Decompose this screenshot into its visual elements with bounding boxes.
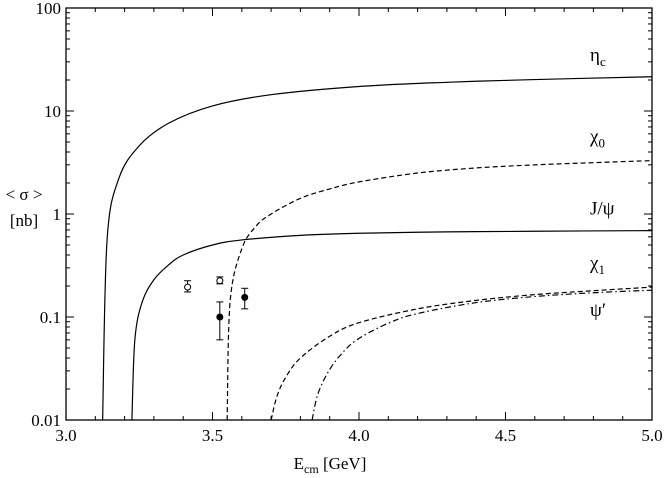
series-line-2	[131, 230, 653, 421]
x-tick-label: 3.0	[55, 426, 76, 445]
series-labels: ηc χ0 J/ψ χ1 ψ′	[589, 45, 615, 321]
y-tick-label: 10	[44, 102, 61, 121]
y-tick-label: 0.1	[40, 308, 61, 327]
series-line-0	[102, 76, 653, 421]
x-tick-label: 4.5	[495, 426, 516, 445]
series-label-3: χ1	[589, 253, 605, 277]
series-label-2: J/ψ	[590, 199, 615, 220]
y-axis-unit: [nb]	[10, 211, 38, 230]
x-tick-label: 5.0	[641, 426, 662, 445]
x-tick-label: 4.0	[348, 426, 369, 445]
data-points-layer	[184, 276, 249, 341]
curves-layer	[102, 76, 653, 421]
open-data-point	[216, 277, 224, 285]
open-data-point	[184, 283, 192, 291]
plot-frame	[65, 7, 653, 421]
y-axis: 0.01 0.1 1 10 100	[31, 0, 652, 430]
y-tick-label: 1	[53, 205, 62, 224]
filled-data-point	[216, 313, 224, 321]
filled-data-point	[241, 293, 249, 301]
x-axis: 3.0 3.5 4.0 4.5 5.0	[55, 8, 663, 445]
series-line-1	[226, 159, 653, 421]
series-label-0: ηc	[590, 45, 606, 69]
y-tick-label: 0.01	[31, 411, 61, 430]
series-label-4: ψ′	[590, 300, 606, 321]
x-tick-label: 3.5	[202, 426, 223, 445]
series-line-4	[311, 289, 653, 421]
y-axis-title: < σ >	[6, 185, 43, 204]
series-line-3	[270, 286, 653, 421]
y-tick-label: 100	[36, 0, 62, 18]
series-label-1: χ0	[589, 127, 605, 151]
x-axis-title: Ecm [GeV]	[294, 454, 367, 476]
